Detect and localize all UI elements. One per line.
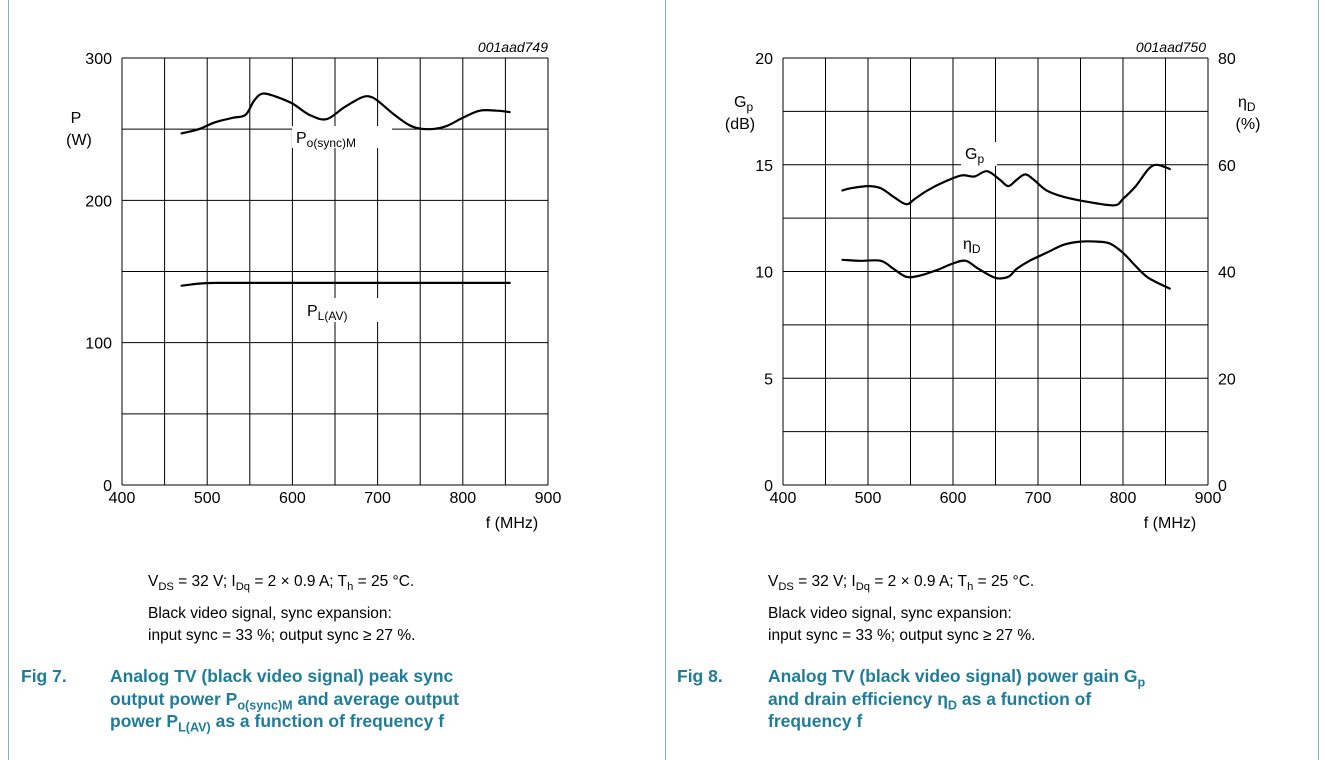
figure-7-panel: 400 500 600 700 800 900 0 100 200 300 001aad749 P… xyxy=(21,39,661,755)
figure-7-x-label: f (MHz) xyxy=(486,515,538,532)
figure-8-caption-line2: and drain efficiency ηD as a function of xyxy=(768,688,1092,712)
series-line-pl-av xyxy=(180,281,511,287)
x-tick-label: 700 xyxy=(1025,490,1052,507)
po-label-bg xyxy=(292,126,392,148)
figure-7-y-symbol: P xyxy=(71,110,82,127)
series-label-pl: PL(AV) xyxy=(307,303,347,323)
figure-8-caption-line3: frequency f xyxy=(768,711,863,731)
x-tick-label: 500 xyxy=(855,490,882,507)
figure-7-caption-line2: output power Po(sync)M and average outpu… xyxy=(110,688,459,712)
y-tick-label: 0 xyxy=(764,478,773,495)
x-tick-label: 400 xyxy=(109,490,136,507)
figure-7-code: 001aad749 xyxy=(478,39,548,55)
figure-7-conditions: VDS = 32 V; IDq = 2 × 0.9 A; Th = 25 °C. xyxy=(148,573,415,593)
x-tick-label: 800 xyxy=(1110,490,1137,507)
x-tick-label: 400 xyxy=(770,490,797,507)
figure-8-x-label: f (MHz) xyxy=(1144,515,1196,532)
panel-divider xyxy=(665,0,666,760)
series-line-gp xyxy=(841,163,1171,207)
panel-left-border xyxy=(8,0,9,760)
figure-8-caption-line1: Analog TV (black video signal) power gai… xyxy=(768,666,1146,690)
x-tick-label: 700 xyxy=(364,490,391,507)
y-tick-label: 10 xyxy=(755,265,773,282)
figure-8-conditions: VDS = 32 V; IDq = 2 × 0.9 A; Th = 25 °C. xyxy=(768,573,1035,593)
figure-7-chart: 400 500 600 700 800 900 0 100 200 300 001aad749 P… xyxy=(66,39,562,532)
y-tick-label: 200 xyxy=(85,193,112,210)
x-tick-label: 800 xyxy=(449,490,476,507)
x-tick-label: 600 xyxy=(940,490,967,507)
gp-label-bg xyxy=(961,142,997,166)
figure-8-y2-unit: (%) xyxy=(1236,116,1261,133)
figure-7-caption: Fig 7. Analog TV (black video signal) pe… xyxy=(21,665,661,755)
y2-tick-label: 80 xyxy=(1218,51,1236,68)
figure-8-number: Fig 8. xyxy=(677,666,723,686)
y-tick-label: 5 xyxy=(764,371,773,388)
pl-label-bg xyxy=(304,298,386,322)
series-line-po-sync-m xyxy=(180,92,511,135)
figure-8-code: 001aad750 xyxy=(1136,39,1206,55)
figure-8-note-line3: input sync = 33 %; output sync ≥ 27 %. xyxy=(768,627,1036,644)
figure-7-y-unit: (W) xyxy=(66,132,92,149)
y2-tick-label: 20 xyxy=(1218,371,1236,388)
series-label-etad: ηD xyxy=(963,236,981,256)
figure-7-note-line2: Black video signal, sync expansion: xyxy=(148,605,392,622)
y-tick-label: 15 xyxy=(755,158,773,175)
series-label-gp: Gp xyxy=(965,146,984,166)
figure-8-y2-symbol: ηD xyxy=(1238,94,1256,114)
series-line-eta-d xyxy=(841,240,1171,290)
x-tick-label: 500 xyxy=(194,490,221,507)
series-label-po: Po(sync)M xyxy=(296,130,356,150)
figure-8-note-line2: Black video signal, sync expansion: xyxy=(768,605,1012,622)
figure-7-number: Fig 7. xyxy=(21,666,67,686)
y2-tick-label: 60 xyxy=(1218,158,1236,175)
y-tick-label: 20 xyxy=(755,51,773,68)
x-tick-label: 900 xyxy=(1195,490,1222,507)
y2-tick-label: 0 xyxy=(1218,478,1227,495)
x-tick-label: 600 xyxy=(279,490,306,507)
panel-right-border xyxy=(1318,0,1319,760)
y-tick-label: 100 xyxy=(85,336,112,353)
figure-8-y-unit: (dB) xyxy=(725,116,755,133)
figure-8-caption: Fig 8. Analog TV (black video signal) po… xyxy=(677,665,1317,755)
figure-8-y-symbol: Gp xyxy=(734,94,753,114)
y2-tick-label: 40 xyxy=(1218,265,1236,282)
figure-7-caption-line1: Analog TV (black video signal) peak sync xyxy=(110,666,454,686)
figure-7-note-line3: input sync = 33 %; output sync ≥ 27 %. xyxy=(148,627,416,644)
figure-7-caption-line3: power PL(AV) as a function of frequency … xyxy=(110,711,445,735)
y-tick-label: 300 xyxy=(85,51,112,68)
etad-label-bg xyxy=(960,233,994,257)
x-tick-label: 900 xyxy=(535,490,562,507)
y-tick-label: 0 xyxy=(103,478,112,495)
